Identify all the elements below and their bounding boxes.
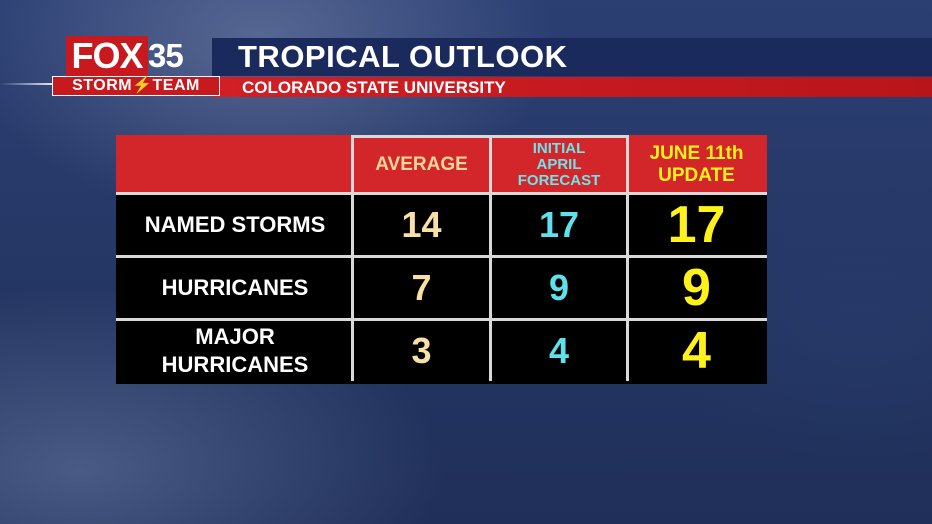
- initial-value: 17: [489, 192, 629, 258]
- initial-value: 9: [489, 255, 629, 321]
- header-june-update: JUNE 11th UPDATE: [626, 135, 767, 195]
- header-update-line-2: UPDATE: [658, 165, 735, 186]
- table-row-hurricanes: HURRICANES 7 9 9: [116, 255, 767, 321]
- header-update-line-1: JUNE 11th: [649, 143, 744, 164]
- row-label: NAMED STORMS: [116, 192, 354, 258]
- update-value: 9: [626, 255, 767, 321]
- row-label-line-1: MAJOR: [195, 324, 275, 349]
- table-row-major-hurricanes: MAJOR HURRICANES 3 4 4: [116, 318, 767, 384]
- header: TROPICAL OUTLOOK COLORADO STATE UNIVERSI…: [0, 0, 932, 100]
- average-value: 14: [351, 192, 492, 258]
- row-label: HURRICANES: [116, 255, 354, 321]
- average-value: 7: [351, 255, 492, 321]
- outlook-table: AVERAGE INITIAL APRIL FORECAST JUNE 11th…: [116, 135, 767, 384]
- row-label-line-2: HURRICANES: [161, 352, 309, 377]
- header-initial-line-3: FORECAST: [517, 172, 601, 189]
- fox35-storm-team-logo: FOX 35 STORM⚡TEAM: [52, 36, 222, 98]
- header-corner-cell: [116, 135, 354, 195]
- decorative-line: [0, 83, 60, 85]
- page-title: TROPICAL OUTLOOK: [238, 39, 568, 74]
- page-subtitle: COLORADO STATE UNIVERSITY: [242, 78, 506, 97]
- row-label: MAJOR HURRICANES: [116, 318, 354, 384]
- title-bar: TROPICAL OUTLOOK: [212, 38, 932, 76]
- average-value: 3: [351, 318, 492, 384]
- header-initial-april-forecast: INITIAL APRIL FORECAST: [489, 135, 629, 195]
- table-row-named-storms: NAMED STORMS 14 17 17: [116, 192, 767, 258]
- header-initial-line-2: APRIL: [536, 156, 582, 173]
- subtitle-bar: COLORADO STATE UNIVERSITY: [212, 77, 932, 97]
- initial-value: 4: [489, 318, 629, 384]
- header-average: AVERAGE: [351, 135, 492, 195]
- header-initial-line-1: INITIAL: [532, 140, 586, 157]
- update-value: 4: [626, 318, 767, 384]
- table-header-row: AVERAGE INITIAL APRIL FORECAST JUNE 11th…: [116, 135, 767, 195]
- logo-storm-team: STORM⚡TEAM: [52, 76, 220, 96]
- logo-number: 35: [148, 37, 184, 74]
- update-value: 17: [626, 192, 767, 258]
- logo-fox: FOX: [66, 36, 148, 76]
